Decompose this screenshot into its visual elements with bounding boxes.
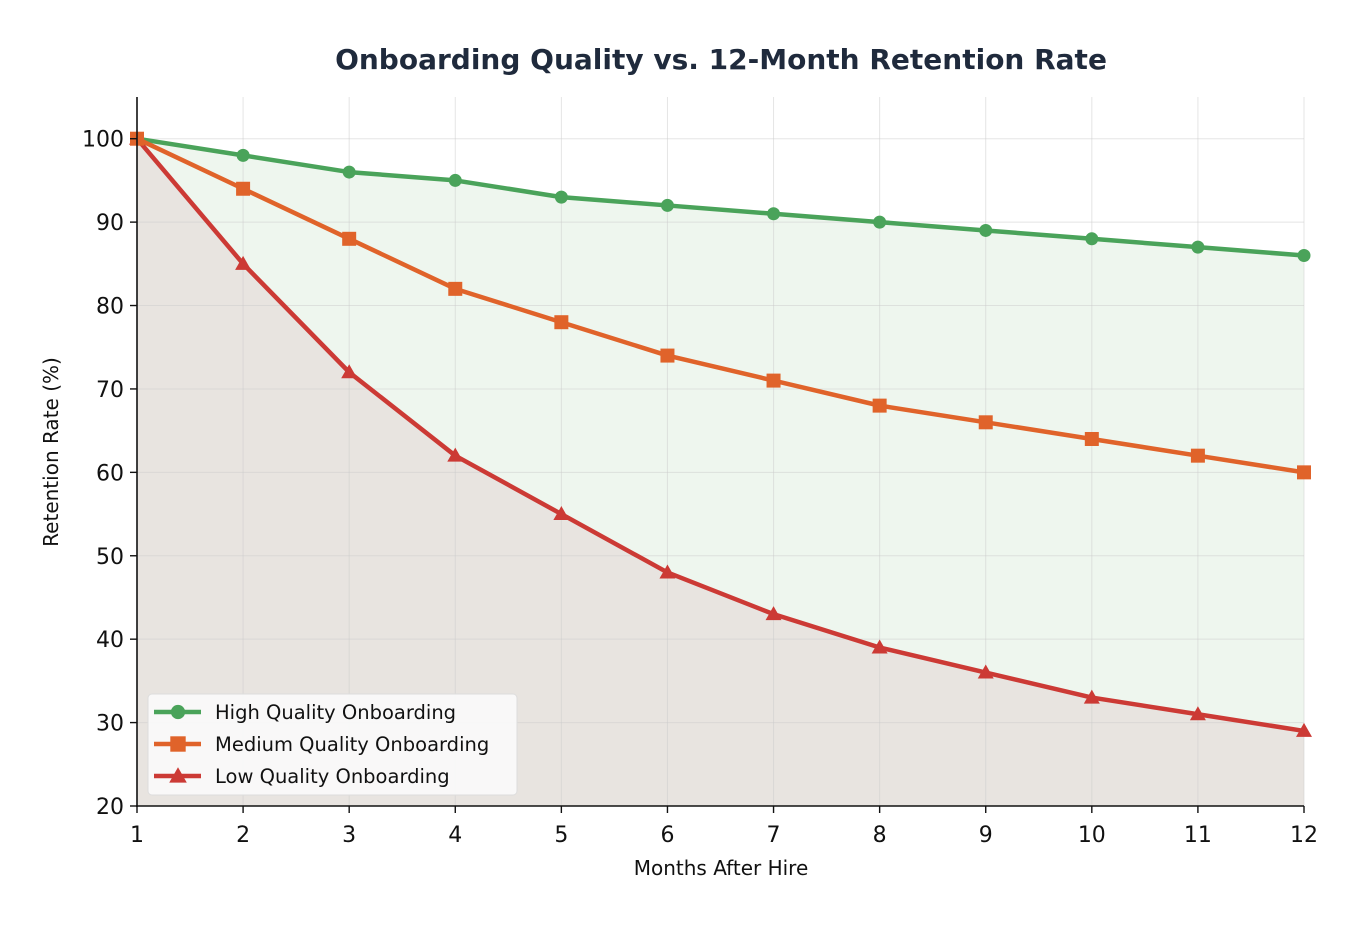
data-point	[342, 231, 357, 246]
legend-marker	[170, 736, 186, 752]
legend-label: Low Quality Onboarding	[215, 765, 450, 788]
legend-marker	[169, 767, 187, 783]
x-tick-label: 1	[130, 823, 144, 848]
data-point	[447, 447, 464, 462]
x-axis-label: Months After Hire	[634, 856, 809, 880]
data-point	[1296, 722, 1312, 737]
y-axis-label: Retention Rate (%)	[39, 357, 63, 547]
legend-marker	[170, 704, 186, 720]
data-point	[1085, 232, 1099, 246]
data-point	[448, 173, 462, 187]
y-tick-label: 100	[82, 128, 124, 153]
data-point	[1297, 465, 1311, 480]
y-tick-label: 60	[96, 461, 124, 486]
series-line	[136, 136, 1305, 258]
data-point	[766, 373, 781, 388]
data-point	[341, 364, 358, 379]
data-point	[1083, 689, 1100, 704]
data-point	[977, 664, 994, 679]
data-point	[236, 181, 251, 196]
data-point	[1189, 706, 1206, 721]
y-tick-label: 70	[96, 378, 124, 403]
x-tick-label: 10	[1078, 823, 1106, 848]
x-tick-label: 7	[767, 823, 781, 848]
x-tick-label: 9	[979, 823, 993, 848]
fill-between-high-low	[137, 138, 1304, 731]
data-point	[765, 606, 782, 621]
legend-box	[147, 693, 518, 796]
chart-title: Onboarding Quality vs. 12-Month Retentio…	[335, 43, 1107, 76]
legend-label: High Quality Onboarding	[215, 701, 456, 724]
data-point	[1191, 240, 1205, 254]
y-tick-label: 30	[96, 712, 124, 737]
data-point	[871, 639, 888, 654]
data-point	[978, 415, 993, 430]
series-line	[135, 137, 1305, 734]
x-tick-label: 5	[554, 823, 568, 848]
data-point	[659, 564, 676, 579]
data-point	[660, 348, 675, 363]
data-point	[872, 398, 887, 413]
data-point	[448, 281, 463, 296]
y-tick-label: 50	[96, 545, 124, 570]
x-tick-label: 12	[1290, 823, 1318, 848]
x-tick-label: 6	[660, 823, 674, 848]
data-point	[553, 506, 570, 521]
data-point	[979, 223, 993, 237]
series-square	[130, 131, 1311, 480]
data-point	[236, 148, 250, 162]
x-tick-label: 8	[873, 823, 887, 848]
y-tick-label: 40	[96, 628, 124, 653]
data-point	[1084, 431, 1099, 446]
data-point	[554, 190, 568, 204]
data-point	[554, 315, 569, 330]
legend-label: Medium Quality Onboarding	[215, 733, 489, 756]
x-tick-label: 3	[342, 823, 356, 848]
data-point	[1297, 248, 1311, 262]
y-tick-label: 80	[96, 295, 124, 320]
data-point	[660, 198, 674, 212]
y-tick-label: 90	[96, 211, 124, 236]
y-tick-label: 20	[96, 795, 124, 820]
legend: High Quality Onboarding Medium Quality On…	[147, 693, 518, 796]
data-point	[342, 165, 356, 179]
data-point	[1190, 448, 1205, 463]
data-point	[235, 255, 252, 270]
data-point	[767, 207, 781, 221]
data-point	[873, 215, 887, 229]
x-tick-label: 11	[1184, 823, 1212, 848]
x-tick-label: 4	[448, 823, 462, 848]
series-line	[136, 136, 1305, 475]
x-tick-label: 2	[236, 823, 250, 848]
